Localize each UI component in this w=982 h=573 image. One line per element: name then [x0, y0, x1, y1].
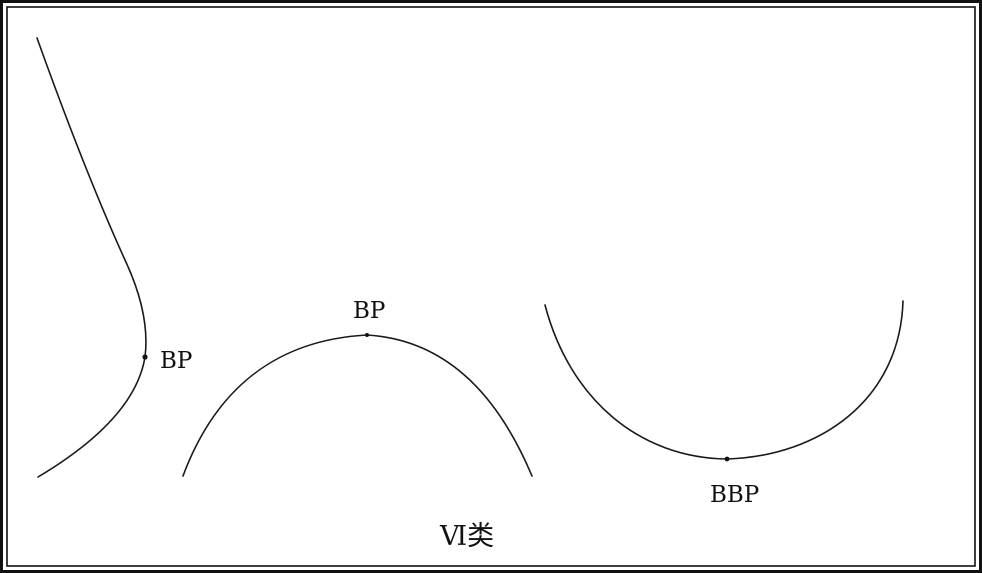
right-curve-bbp-point — [724, 456, 730, 462]
right-curve — [544, 300, 904, 460]
inner-border — [6, 6, 976, 567]
left-curve — [36, 37, 147, 478]
figure-caption: Ⅵ类 — [439, 521, 494, 552]
middle-curve-bp-label: BP — [353, 298, 385, 324]
right-curve-bbp-label: BBP — [710, 482, 759, 508]
middle-curve — [182, 334, 533, 477]
middle-curve-bp-point — [365, 333, 369, 337]
left-curve-bp-point — [142, 354, 148, 360]
left-curve-bp-label: BP — [160, 348, 192, 374]
